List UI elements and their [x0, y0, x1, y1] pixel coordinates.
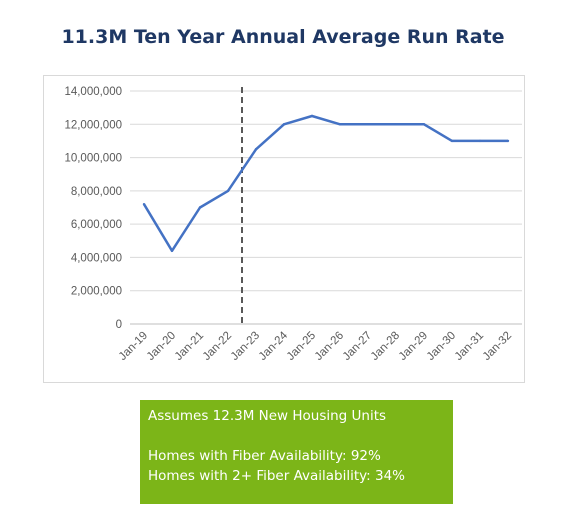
x-tick-label: Jan-26: [313, 330, 346, 363]
y-tick-label: 8,000,000: [71, 186, 122, 198]
y-tick-label: 6,000,000: [71, 219, 122, 231]
data-point-jan-21: [198, 206, 202, 209]
x-tick-label: Jan-20: [145, 330, 178, 363]
x-tick-label: Jan-28: [369, 330, 402, 363]
x-tick-label: Jan-21: [173, 330, 206, 363]
data-point-jan-32: [506, 139, 510, 143]
x-tick-label: Jan-23: [229, 330, 262, 363]
fiber-availability-note: Homes with Fiber Availability: 92%: [148, 448, 381, 464]
x-tick-label: Jan-29: [397, 330, 430, 363]
y-tick-label: 12,000,000: [64, 119, 122, 131]
data-point-jan-28: [394, 123, 398, 126]
data-point-jan-30: [450, 139, 454, 143]
data-point-jan-22: [226, 189, 230, 193]
housing-units-note: Assumes 12.3M New Housing Units: [148, 408, 387, 424]
x-axis-tick-labels: Jan-19Jan-20Jan-21Jan-22Jan-23Jan-24Jan-…: [117, 329, 514, 363]
data-point-jan-23: [254, 148, 258, 151]
data-point-jan-24: [282, 123, 286, 126]
series-points: [142, 114, 510, 252]
data-point-jan-26: [338, 123, 342, 126]
chart-frame: [43, 75, 525, 383]
y-tick-label: 0: [116, 319, 122, 331]
y-axis-tick-labels: 0 2,000,000 4,000,000 6,000,000 8,000,000 10,…: [64, 86, 122, 331]
data-point-jan-27: [366, 123, 370, 126]
data-point-jan-19: [142, 202, 146, 206]
x-tick-label: Jan-31: [453, 330, 486, 363]
x-tick-label: Jan-25: [285, 330, 318, 363]
x-tick-label: Jan-32: [481, 330, 514, 363]
data-point-jan-29: [422, 123, 426, 126]
x-tick-label: Jan-19: [117, 330, 150, 363]
gridlines: [130, 90, 522, 325]
y-tick-label: 14,000,000: [64, 86, 122, 98]
series-line: [142, 114, 508, 253]
data-point-jan-20: [170, 249, 174, 252]
y-tick-label: 10,000,000: [64, 153, 122, 165]
y-tick-label: 2,000,000: [71, 286, 122, 298]
data-point-jan-31: [478, 139, 482, 143]
x-tick-label: Jan-30: [425, 330, 458, 363]
data-point-jan-25: [310, 114, 314, 118]
assumptions-box: Assumes 12.3M New Housing Units Homes wi…: [140, 400, 453, 504]
line-chart: 0 2,000,000 4,000,000 6,000,000 8,000,000 10,…: [64, 86, 522, 363]
y-tick-label: 4,000,000: [71, 252, 122, 264]
multi-fiber-availability-note: Homes with 2+ Fiber Availability: 34%: [148, 468, 406, 484]
x-tick-label: Jan-27: [341, 330, 374, 363]
x-tick-label: Jan-24: [257, 329, 291, 363]
x-tick-label: Jan-22: [201, 330, 234, 363]
chart-title: 11.3M Ten Year Annual Average Run Rate: [61, 26, 505, 48]
